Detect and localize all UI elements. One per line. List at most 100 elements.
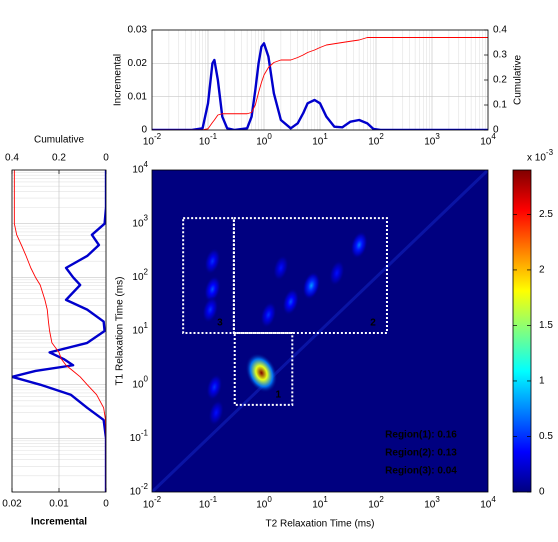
y-axis-label: T1 Relaxation Time (ms) bbox=[115, 277, 126, 386]
y-tick-label: 102 bbox=[132, 267, 148, 283]
colorbar-tick-label: 1.5 bbox=[539, 320, 553, 331]
x-tick-label: 10-1 bbox=[199, 132, 218, 148]
colorbar-tick-label: 0 bbox=[539, 487, 545, 498]
exponent: -3 bbox=[546, 148, 554, 157]
y-tick-label: 100 bbox=[132, 375, 148, 391]
exponent: 0 bbox=[267, 495, 272, 504]
y-tick-label: 0.03 bbox=[128, 25, 148, 36]
x-tick-label: 100 bbox=[256, 495, 272, 511]
annotation: Region(3): 0.04 bbox=[385, 466, 457, 477]
x-tick-label: 10-2 bbox=[143, 495, 162, 511]
axes-box bbox=[151, 169, 489, 493]
exponent: 0 bbox=[144, 375, 149, 384]
diagonal-trace bbox=[152, 170, 488, 492]
peak bbox=[350, 231, 368, 259]
y-tick-label: 101 bbox=[132, 321, 148, 337]
exponent: 3 bbox=[144, 214, 149, 223]
x-tick-label: 0.01 bbox=[49, 499, 69, 510]
exponent: 0 bbox=[267, 132, 272, 141]
x-tick-label: 0 bbox=[103, 499, 109, 510]
colorbar-tick-label: 1 bbox=[539, 376, 545, 387]
peak bbox=[302, 271, 321, 300]
exponent: 2 bbox=[379, 495, 384, 504]
y-tick-label: 10-2 bbox=[130, 482, 149, 498]
colorbar-tick-label: 2.5 bbox=[539, 209, 553, 220]
peak bbox=[282, 288, 300, 316]
colorbar-tick-label: 0.5 bbox=[539, 431, 553, 442]
plot-lines bbox=[12, 170, 106, 492]
y2-tick-label: 0.3 bbox=[493, 50, 507, 61]
colorbar bbox=[512, 169, 532, 493]
map-content bbox=[152, 170, 488, 492]
series-line bbox=[13, 170, 106, 492]
exponent: 4 bbox=[491, 132, 496, 141]
exponent: 1 bbox=[144, 321, 149, 330]
exponent: 2 bbox=[379, 132, 384, 141]
x2-tick-label: 0.2 bbox=[52, 153, 66, 164]
peak bbox=[208, 399, 224, 426]
x-tick-label: 10-1 bbox=[199, 495, 218, 511]
y2-tick-label: 0.1 bbox=[493, 100, 507, 111]
exponent: 1 bbox=[323, 495, 328, 504]
peak bbox=[245, 353, 278, 393]
x-tick-label: 102 bbox=[368, 495, 384, 511]
x2-axis-label: Cumulative bbox=[34, 135, 84, 146]
series-line bbox=[152, 37, 488, 130]
region-label: 1 bbox=[276, 390, 282, 401]
region-box bbox=[232, 217, 388, 334]
exponent: 2 bbox=[144, 267, 149, 276]
peak bbox=[273, 254, 289, 281]
peak bbox=[204, 275, 221, 303]
exponent: 3 bbox=[435, 132, 440, 141]
region-label: 2 bbox=[370, 318, 376, 329]
y-tick-label: 0.01 bbox=[128, 91, 148, 102]
exponent: -2 bbox=[154, 132, 162, 141]
y2-axis-label: Cumulative bbox=[513, 55, 524, 105]
x-axis-label: Incremental bbox=[31, 517, 87, 528]
y-tick-label: 104 bbox=[132, 160, 148, 176]
y-tick-label: 10-1 bbox=[130, 428, 149, 444]
annotation: Region(1): 0.16 bbox=[385, 430, 457, 441]
exponent: 3 bbox=[435, 495, 440, 504]
y-tick-label: 0 bbox=[141, 125, 147, 136]
peak bbox=[202, 296, 219, 323]
series-line bbox=[12, 170, 106, 492]
region-box bbox=[233, 331, 294, 406]
y-axis-label: Incremental bbox=[113, 54, 124, 106]
exponent: 1 bbox=[323, 132, 328, 141]
peak bbox=[206, 373, 223, 401]
exponent: -1 bbox=[141, 428, 149, 437]
plot-lines bbox=[152, 37, 488, 130]
x-tick-label: 103 bbox=[424, 132, 440, 148]
x-tick-label: 101 bbox=[312, 495, 328, 511]
exponent: 4 bbox=[144, 160, 149, 169]
region-label: 3 bbox=[217, 318, 223, 329]
x-tick-label: 0.02 bbox=[2, 499, 22, 510]
x-tick-label: 104 bbox=[480, 495, 496, 511]
x-tick-label: 102 bbox=[368, 132, 384, 148]
y2-tick-label: 0 bbox=[493, 125, 499, 136]
exponent: -1 bbox=[210, 132, 218, 141]
peak bbox=[260, 301, 277, 329]
grid bbox=[11, 169, 107, 493]
axes-box bbox=[151, 29, 489, 131]
region-box bbox=[182, 217, 235, 334]
x-axis-label: T2 Relaxation Time (ms) bbox=[266, 519, 375, 530]
y-tick-label: 0.02 bbox=[128, 58, 148, 69]
y-tick-label: 103 bbox=[132, 214, 148, 230]
exponent: -1 bbox=[210, 495, 218, 504]
series-line bbox=[152, 42, 488, 130]
annotation: Region(2): 0.13 bbox=[385, 448, 457, 459]
colorbar-label: x 10-3 bbox=[527, 148, 554, 164]
x-tick-label: 100 bbox=[256, 132, 272, 148]
exponent: -2 bbox=[154, 495, 162, 504]
peak bbox=[204, 247, 221, 275]
y2-tick-label: 0.2 bbox=[493, 75, 507, 86]
axes-box bbox=[11, 169, 107, 493]
grid bbox=[151, 29, 489, 131]
x2-tick-label: 0 bbox=[103, 153, 109, 164]
exponent: 4 bbox=[491, 495, 496, 504]
x-tick-label: 101 bbox=[312, 132, 328, 148]
x2-tick-label: 0.4 bbox=[5, 153, 19, 164]
